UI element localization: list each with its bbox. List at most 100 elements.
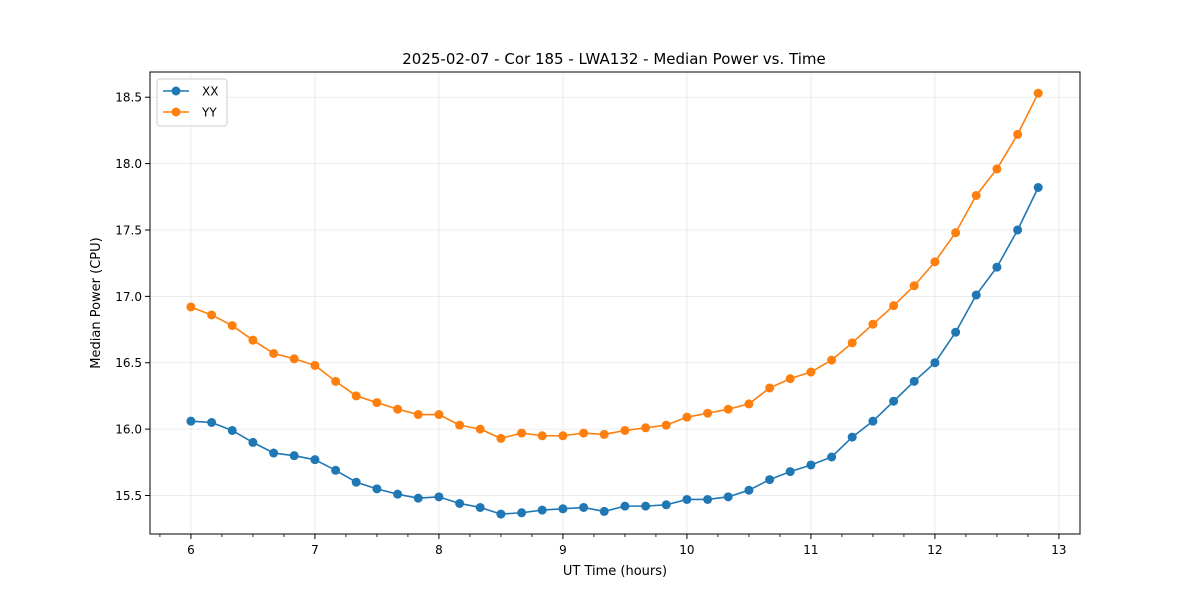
- x-tick-label: 13: [1051, 543, 1066, 557]
- data-point-yy: [186, 302, 196, 312]
- plot-frame: [149, 71, 1081, 535]
- data-point-xx: [1013, 225, 1023, 235]
- data-point-yy: [682, 412, 692, 422]
- y-tick-label: 18.0: [115, 157, 142, 171]
- data-point-xx: [475, 502, 485, 512]
- data-point-xx: [785, 467, 795, 477]
- data-point-yy: [372, 398, 382, 408]
- data-point-yy: [1013, 129, 1023, 139]
- x-tick-label: 12: [927, 543, 942, 557]
- data-point-yy: [413, 410, 423, 420]
- data-point-yy: [847, 338, 857, 348]
- data-point-xx: [186, 416, 196, 426]
- data-point-yy: [930, 257, 940, 267]
- data-point-yy: [703, 408, 713, 418]
- data-point-yy: [889, 301, 899, 311]
- data-point-xx: [827, 452, 837, 462]
- data-point-xx: [207, 417, 217, 427]
- legend: XX YY: [156, 78, 228, 127]
- data-point-xx: [641, 501, 651, 511]
- data-point-xx: [992, 262, 1002, 272]
- data-point-yy: [331, 376, 341, 386]
- data-point-xx: [455, 498, 465, 508]
- data-point-xx: [868, 416, 878, 426]
- data-point-xx: [1033, 183, 1043, 192]
- data-point-xx: [703, 494, 713, 504]
- data-point-xx: [579, 502, 589, 512]
- data-point-yy: [951, 228, 961, 238]
- legend-marker-yy: [171, 107, 181, 117]
- data-point-xx: [620, 501, 630, 511]
- series-xx: [186, 183, 1043, 519]
- data-point-xx: [372, 484, 382, 494]
- data-point-yy: [227, 321, 237, 331]
- data-point-xx: [537, 505, 547, 515]
- data-point-xx: [765, 475, 775, 485]
- x-tick-label: 10: [679, 543, 694, 557]
- legend-marker-xx: [171, 86, 181, 96]
- data-point-yy: [992, 164, 1002, 174]
- y-tick-label: 17.5: [115, 223, 142, 237]
- x-tick-label: 7: [311, 543, 319, 557]
- series-line-xx: [190, 187, 1039, 515]
- data-point-xx: [393, 489, 403, 499]
- legend-label-xx: XX: [202, 85, 218, 99]
- data-point-xx: [310, 455, 320, 465]
- data-point-yy: [434, 410, 444, 420]
- grid: [150, 72, 1080, 534]
- data-point-xx: [723, 492, 733, 502]
- data-point-xx: [413, 493, 423, 503]
- series-area: [186, 88, 1043, 519]
- x-tick-label: 11: [803, 543, 818, 557]
- data-point-yy: [744, 399, 754, 409]
- data-point-yy: [579, 428, 589, 438]
- data-point-xx: [496, 509, 506, 519]
- data-point-xx: [227, 425, 237, 435]
- data-point-yy: [455, 420, 465, 430]
- data-point-xx: [661, 500, 671, 510]
- y-tick-label: 15.5: [115, 489, 142, 503]
- data-point-xx: [909, 376, 919, 386]
- data-point-yy: [537, 431, 547, 441]
- y-tick-label: 16.5: [115, 356, 142, 370]
- data-point-yy: [909, 281, 919, 291]
- y-tick-label: 18.5: [115, 91, 142, 105]
- x-tick-label: 8: [435, 543, 443, 557]
- data-point-yy: [868, 319, 878, 329]
- data-point-xx: [248, 437, 258, 447]
- data-point-xx: [331, 465, 341, 475]
- data-point-yy: [971, 190, 981, 200]
- chart-title: 2025-02-07 - Cor 185 - LWA132 - Median P…: [402, 50, 826, 68]
- data-point-yy: [558, 431, 568, 441]
- data-point-xx: [889, 396, 899, 406]
- data-point-yy: [1033, 88, 1043, 98]
- data-point-xx: [806, 460, 816, 470]
- data-point-xx: [517, 508, 527, 518]
- data-point-yy: [661, 420, 671, 430]
- axes: 6 7 8 9 10 11 12 13 15.5 16.0 16.5 17.0 17.5 18.0 18.5: [115, 91, 1066, 557]
- data-point-xx: [682, 494, 692, 504]
- data-point-xx: [289, 451, 299, 461]
- data-point-yy: [207, 310, 217, 320]
- data-point-xx: [951, 327, 961, 337]
- series-yy: [186, 88, 1043, 443]
- data-point-xx: [847, 432, 857, 442]
- data-point-yy: [475, 424, 485, 434]
- data-point-xx: [351, 477, 361, 487]
- data-point-yy: [599, 429, 609, 439]
- y-tick-label: 17.0: [115, 290, 142, 304]
- data-point-yy: [310, 360, 320, 370]
- data-point-yy: [248, 335, 258, 345]
- data-point-yy: [641, 423, 651, 433]
- data-point-xx: [971, 290, 981, 300]
- data-point-xx: [269, 448, 279, 458]
- data-point-yy: [827, 355, 837, 365]
- x-tick-label: 6: [187, 543, 195, 557]
- data-point-yy: [620, 425, 630, 435]
- data-point-xx: [599, 506, 609, 516]
- series-line-yy: [190, 92, 1039, 440]
- data-point-yy: [806, 367, 816, 377]
- data-point-yy: [765, 383, 775, 393]
